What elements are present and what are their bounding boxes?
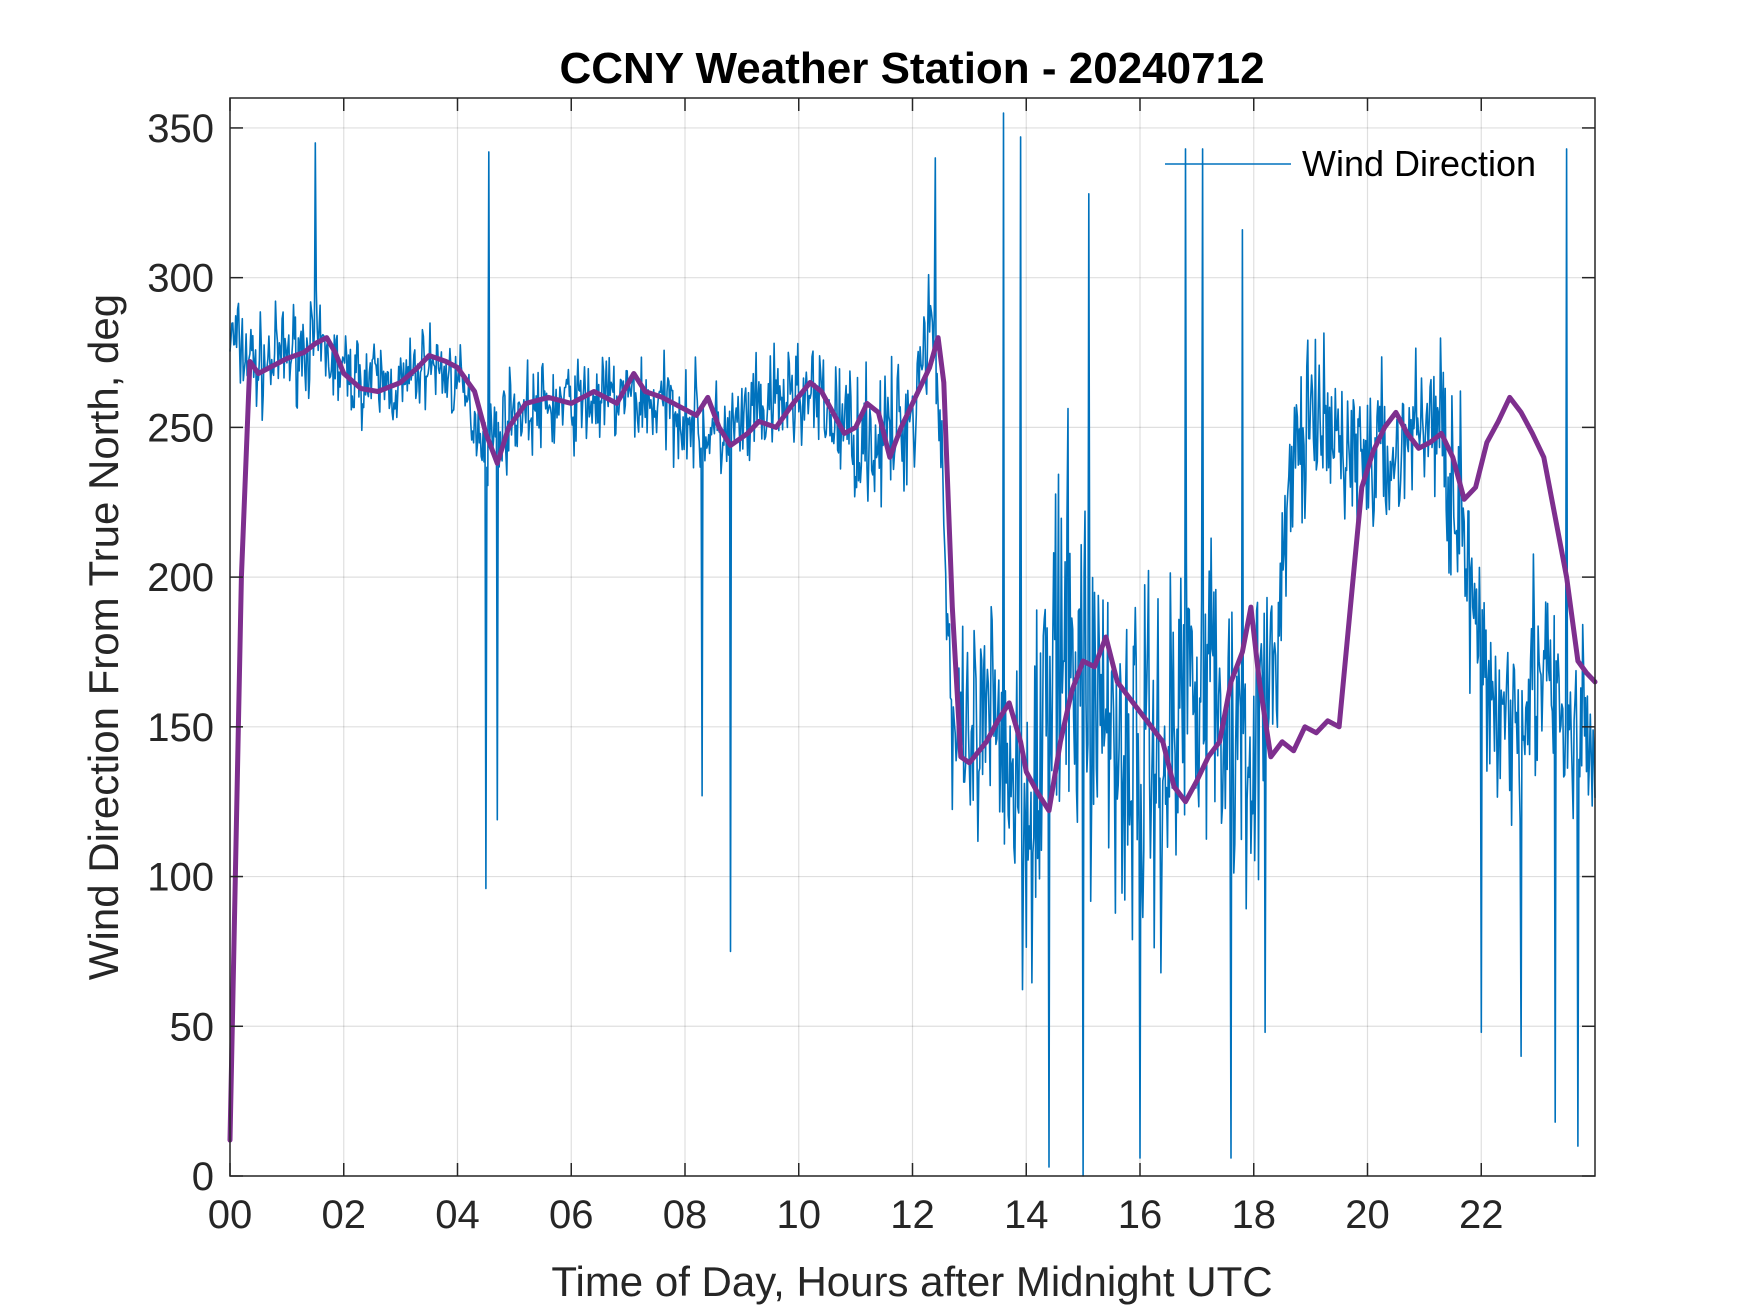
legend: Wind Direction bbox=[1165, 143, 1536, 184]
y-tick-label: 50 bbox=[170, 1005, 215, 1049]
x-tick-label: 18 bbox=[1232, 1193, 1277, 1237]
x-tick-label: 06 bbox=[549, 1193, 594, 1237]
legend-label-wind-direction: Wind Direction bbox=[1302, 143, 1536, 184]
x-tick-label: 00 bbox=[208, 1193, 253, 1237]
y-tick-label: 200 bbox=[147, 556, 214, 600]
y-tick-label: 150 bbox=[147, 706, 214, 750]
plot-frame bbox=[229, 97, 1596, 1177]
x-tick-label: 14 bbox=[1004, 1193, 1049, 1237]
grid-layer bbox=[229, 98, 1595, 1177]
series-layer bbox=[227, 112, 1598, 1177]
y-tick-label: 250 bbox=[147, 406, 214, 450]
y-tick-label: 350 bbox=[147, 107, 214, 151]
y-tick-label: 300 bbox=[147, 257, 214, 301]
x-tick-label: 10 bbox=[777, 1193, 822, 1237]
x-tick-label: 12 bbox=[890, 1193, 935, 1237]
x-tick-label: 04 bbox=[435, 1193, 480, 1237]
chart-title: CCNY Weather Station - 20240712 bbox=[559, 44, 1264, 93]
plot-area bbox=[230, 98, 1595, 1176]
series-line-moving-average bbox=[227, 335, 1598, 1143]
x-axis-label: Time of Day, Hours after Midnight UTC bbox=[551, 1258, 1272, 1305]
x-tick-label: 16 bbox=[1118, 1193, 1163, 1237]
y-tick-label: 100 bbox=[147, 856, 214, 900]
x-tick-label: 02 bbox=[322, 1193, 367, 1237]
x-tick-label: 22 bbox=[1459, 1193, 1504, 1237]
x-tick-label: 20 bbox=[1345, 1193, 1390, 1237]
y-axis-label: Wind Direction From True North, deg bbox=[80, 294, 127, 980]
y-tick-label: 0 bbox=[192, 1155, 214, 1199]
x-tick-label: 08 bbox=[663, 1193, 708, 1237]
series-line-wind-direction bbox=[229, 112, 1596, 1177]
ticks-layer: 00 02 04 06 08 10 12 14 16 18 20 22 0 50 100 150 200 250 3… bbox=[147, 98, 1595, 1237]
